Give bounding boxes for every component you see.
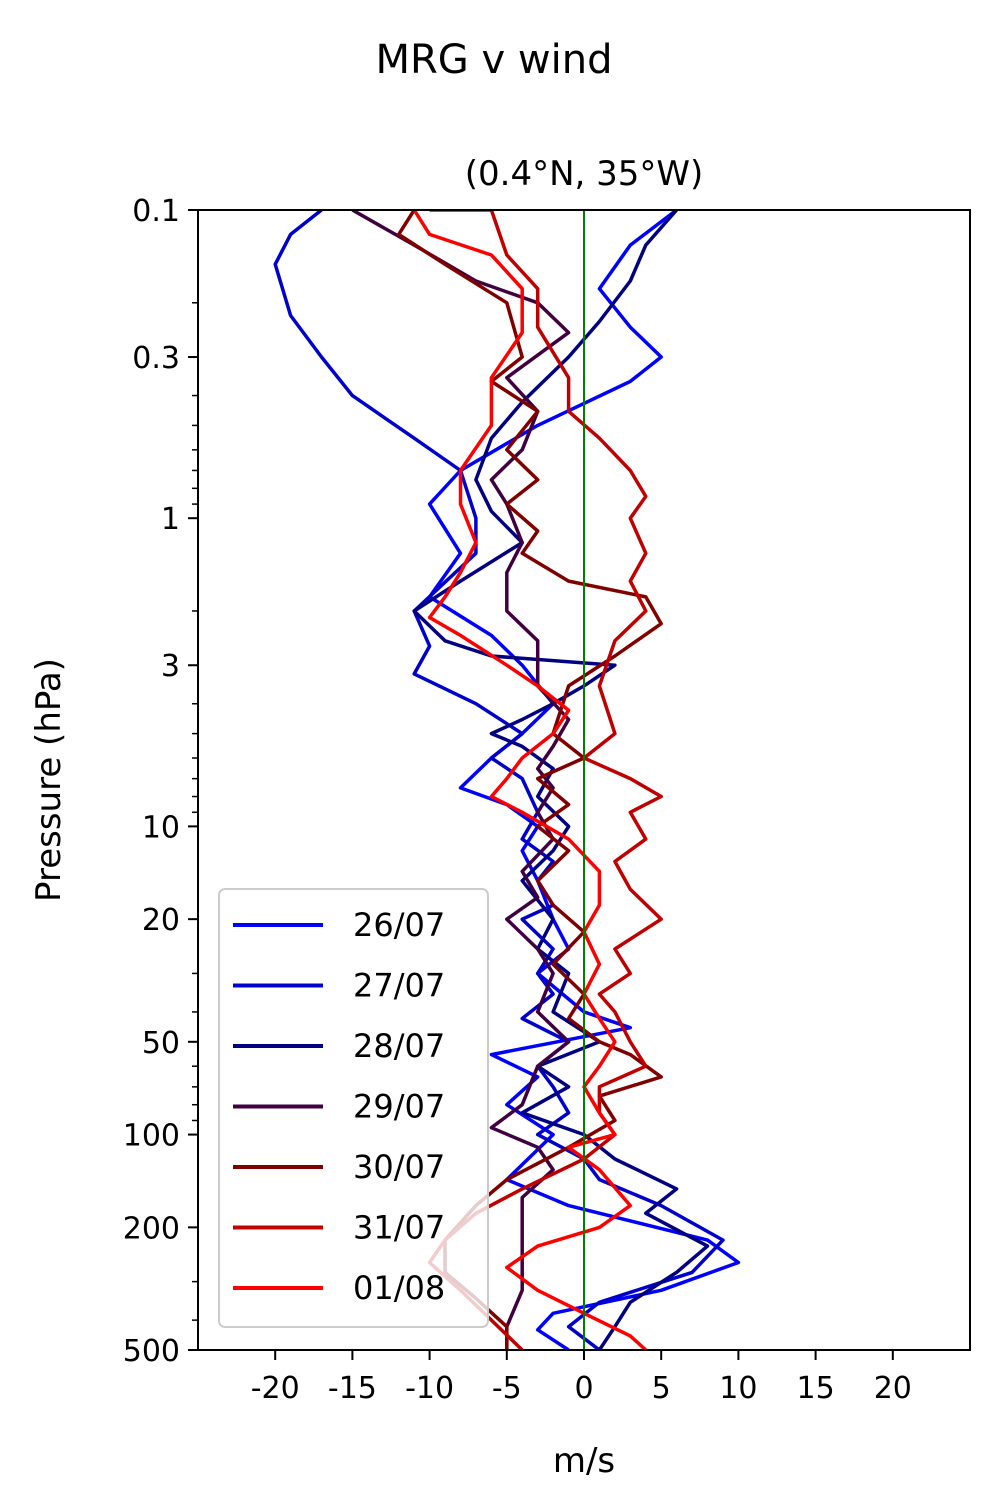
series-line-6 — [412, 210, 647, 1350]
y-axis: 0.1 0.3 1 3 10 20 50 100 200 500 — [123, 194, 198, 1369]
series-line-2 — [412, 210, 710, 1350]
y-tick-label: 3 — [161, 649, 180, 684]
x-tick-label: 5 — [652, 1371, 671, 1406]
x-tick-label: -20 — [251, 1371, 300, 1406]
legend-label: 29/07 — [353, 1088, 445, 1126]
series-line-4 — [396, 210, 663, 1350]
legend-label: 27/07 — [353, 967, 445, 1005]
y-tick-label: 50 — [142, 1026, 180, 1061]
x-tick-label: 0 — [574, 1371, 593, 1406]
legend: 26/07 27/07 28/07 29/07 30/07 31/07 01/08 — [218, 888, 489, 1328]
x-tick-label: -10 — [405, 1371, 454, 1406]
y-axis-label: Pressure (hPa) — [29, 658, 69, 902]
x-tick-label: -15 — [328, 1371, 377, 1406]
x-axis: -20 -15 -10 -5 0 5 10 15 20 — [251, 1350, 912, 1406]
series-layer — [273, 210, 741, 1350]
y-tick-label: 10 — [142, 810, 180, 845]
legend-label: 28/07 — [353, 1027, 445, 1065]
series-line-3 — [351, 210, 571, 1350]
x-tick-label: 10 — [719, 1371, 757, 1406]
legend-label: 26/07 — [353, 906, 445, 944]
y-tick-label: 1 — [161, 502, 180, 537]
legend-box — [218, 888, 489, 1328]
y-tick-label: 0.1 — [132, 194, 180, 229]
x-tick-label: -5 — [492, 1371, 522, 1406]
x-tick-label: 20 — [874, 1371, 912, 1406]
y-tick-label: 0.3 — [132, 341, 180, 376]
legend-label: 30/07 — [353, 1148, 445, 1186]
series-line-5 — [427, 210, 663, 1350]
y-tick-label: 100 — [123, 1119, 180, 1154]
y-tick-label: 20 — [142, 903, 180, 938]
y-tick-label: 500 — [123, 1334, 180, 1369]
series-line-0 — [427, 210, 741, 1350]
legend-label: 31/07 — [353, 1209, 445, 1247]
legend-label: 01/08 — [353, 1269, 445, 1307]
x-tick-label: 15 — [797, 1371, 835, 1406]
y-tick-label: 200 — [123, 1211, 180, 1246]
x-axis-label: m/s — [553, 1441, 615, 1481]
chart-subtitle: (0.4°N, 35°W) — [465, 154, 704, 194]
chart-title: MRG v wind — [376, 37, 613, 83]
